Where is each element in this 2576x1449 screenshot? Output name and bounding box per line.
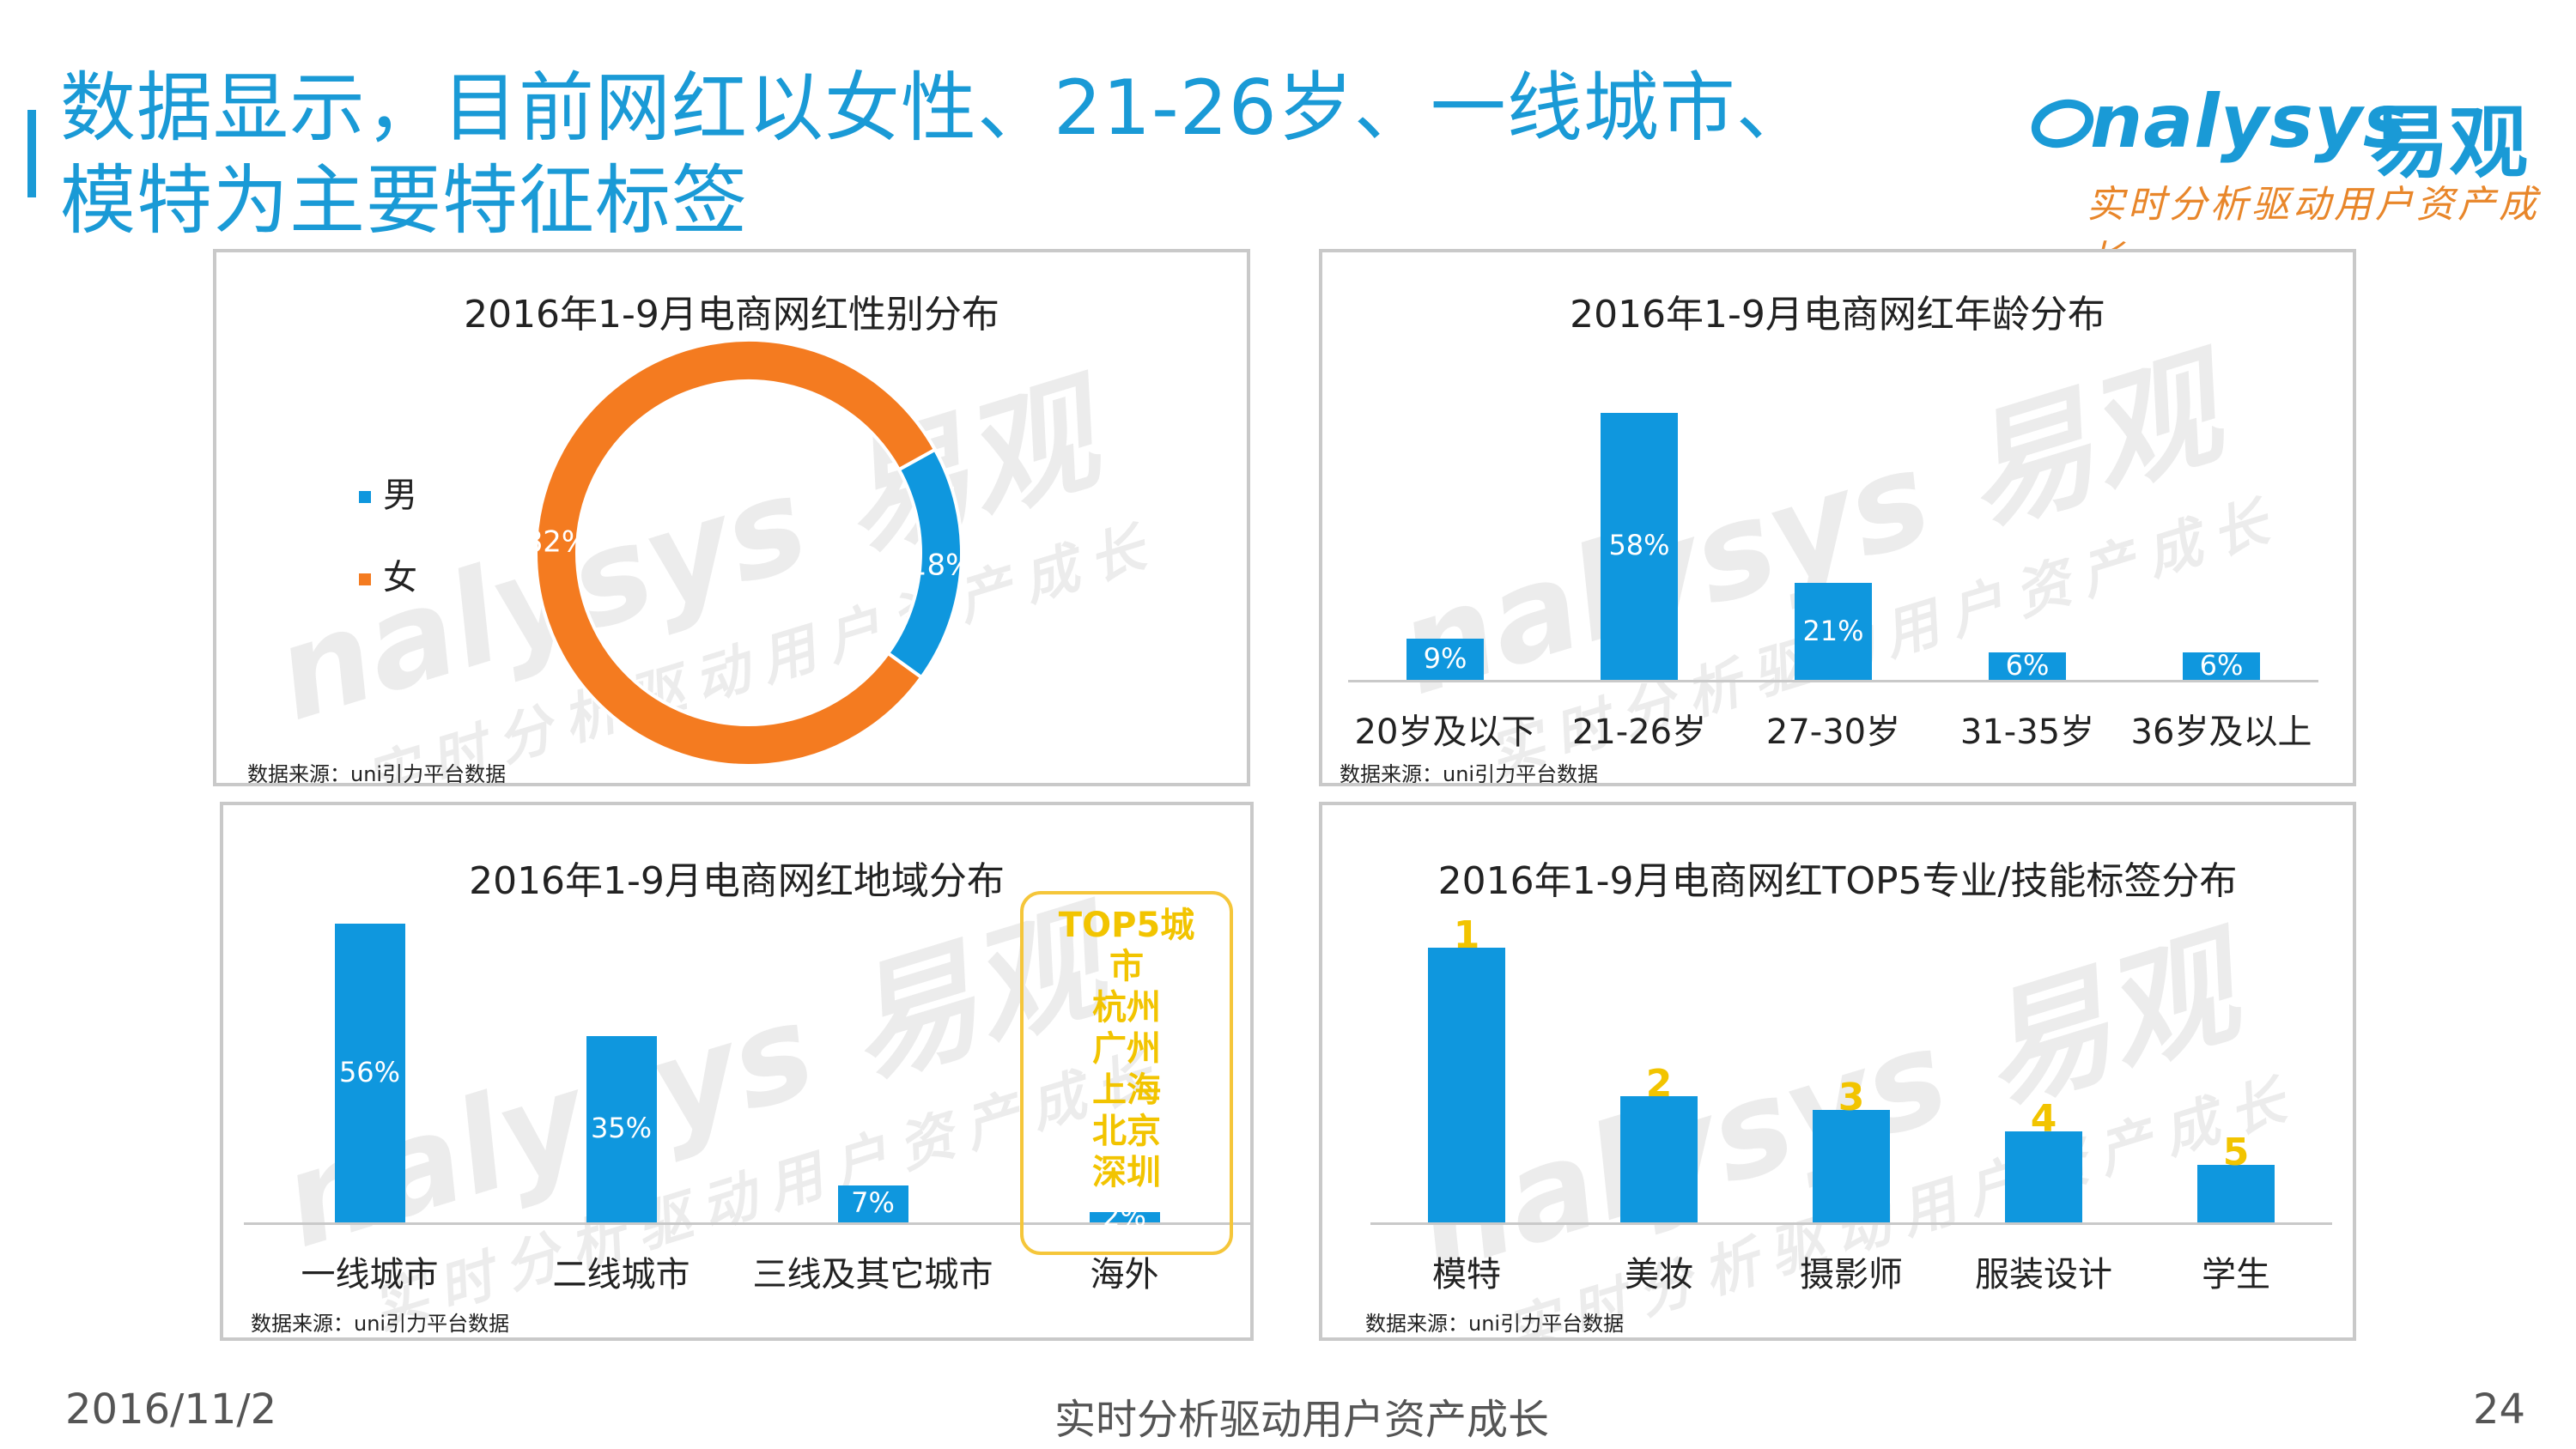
- category-label: 27-30岁: [1765, 712, 1901, 752]
- data-source: 数据来源：uni引力平台数据: [247, 762, 507, 786]
- footer-slogan: 实时分析驱动用户资产成长: [1054, 1396, 1550, 1444]
- donut-slice-label: 18%: [908, 548, 974, 582]
- callout-line: 上海: [1092, 1070, 1161, 1110]
- category-label: 海外: [1090, 1255, 1159, 1294]
- title-accent-bar: [27, 110, 36, 197]
- bar: [837, 1185, 908, 1222]
- gender-chart-panel: nalysys 易观 实时分析驱动用户资产成长 2016年1-9月电商网红性别分布…: [213, 249, 1250, 786]
- logo-word: nalysys: [2090, 79, 2409, 165]
- category-label: 摄影师: [1800, 1255, 1903, 1294]
- legend-item-male: 男: [359, 467, 417, 517]
- bar: [1989, 652, 2066, 680]
- age-chart-panel: nalysys 易观 实时分析驱动用户资产成长 2016年1-9月电商网红年龄分布…: [1319, 249, 2356, 786]
- rank-label: 4: [2030, 1097, 2057, 1142]
- logo-swoosh-icon: [2031, 99, 2094, 149]
- bar: [1428, 948, 1505, 1222]
- data-source: 数据来源：uni引力平台数据: [1340, 762, 1599, 786]
- gender-donut-chart: 18% 82%: [525, 338, 974, 767]
- category-label: 模特: [1432, 1255, 1501, 1294]
- category-label: 二线城市: [552, 1255, 690, 1294]
- callout-line: 深圳: [1092, 1153, 1161, 1192]
- chart-title: 2016年1-9月电商网红TOP5专业/技能标签分布: [1437, 859, 2238, 903]
- bar: [1089, 1211, 1160, 1222]
- data-source: 数据来源：uni引力平台数据: [251, 1312, 510, 1336]
- bar: [2005, 1131, 2082, 1222]
- bar-value-label: 2%: [1103, 1199, 1146, 1233]
- callout-line: TOP5城: [1058, 906, 1195, 945]
- callout-line: 广州: [1092, 1029, 1161, 1069]
- bar: [2197, 1164, 2275, 1222]
- category-label: 三线及其它城市: [752, 1255, 993, 1294]
- bar-value-label: 9%: [1423, 641, 1467, 675]
- legend-item-female: 女: [359, 549, 417, 599]
- bar-value-label: 7%: [851, 1186, 895, 1220]
- analysys-logo: nalysys 易观 实时分析驱动用户资产成长: [2026, 79, 2542, 282]
- rank-label: 5: [2222, 1130, 2250, 1174]
- bar-value-label: 6%: [2005, 648, 2050, 682]
- x-axis-line: [1370, 1222, 2332, 1225]
- category-label: 学生: [2202, 1255, 2270, 1294]
- chart-title: 2016年1-9月电商网红年龄分布: [1570, 293, 2105, 336]
- bar: [1620, 1095, 1698, 1222]
- region-chart-panel: nalysys 易观 实时分析驱动用户资产成长 2016年1-9月电商网红地域分布…: [220, 802, 1254, 1341]
- bar: [334, 924, 405, 1222]
- rank-label: 1: [1453, 913, 1480, 957]
- category-label: 服装设计: [1975, 1255, 2112, 1294]
- category-label: 31-35岁: [1959, 712, 2095, 752]
- logo-chinese: 易观: [2370, 97, 2529, 189]
- bar-value-label: 35%: [590, 1112, 653, 1145]
- logo-tagline: 实时分析驱动用户资产成长: [2087, 183, 2540, 282]
- callout-line: 市: [1109, 947, 1144, 986]
- bar-value-label: 6%: [2199, 648, 2244, 682]
- rank-label: 2: [1645, 1061, 1673, 1106]
- bar: [1795, 583, 1872, 680]
- page-title-line2: 模特为主要特征标签: [60, 156, 749, 245]
- category-label: 21-26岁: [1571, 712, 1707, 752]
- bar-value-label: 58%: [1608, 529, 1670, 562]
- category-label: 36岁及以上: [2130, 712, 2312, 752]
- legend-swatch: [359, 573, 371, 585]
- page-title-line1: 数据显示，目前网红以女性、21-26岁、一线城市、: [60, 64, 1813, 152]
- bar: [1406, 638, 1484, 680]
- bar-value-label: 56%: [338, 1056, 401, 1088]
- category-label: 美妆: [1625, 1255, 1693, 1294]
- rank-label: 3: [1838, 1075, 1865, 1119]
- category-label: 一线城市: [301, 1255, 439, 1294]
- x-axis-line: [244, 1222, 1250, 1225]
- bar-value-label: 21%: [1802, 614, 1864, 647]
- donut-slice-female: [534, 338, 938, 767]
- footer-date: 2016/11/2: [65, 1385, 277, 1434]
- callout-line: 北京: [1092, 1112, 1161, 1151]
- bar: [1601, 412, 1678, 680]
- chart-title: 2016年1-9月电商网红性别分布: [464, 293, 999, 336]
- legend-swatch: [359, 491, 371, 503]
- callout-line: 杭州: [1092, 988, 1161, 1028]
- chart-title: 2016年1-9月电商网红地域分布: [469, 859, 1005, 903]
- x-axis-line: [1348, 680, 2318, 682]
- data-source: 数据来源：uni引力平台数据: [1365, 1312, 1625, 1336]
- donut-slice-label: 82%: [525, 525, 590, 560]
- page-number: 24: [2473, 1385, 2526, 1434]
- category-label: 20岁及以下: [1354, 712, 1536, 752]
- bar: [2183, 652, 2260, 680]
- bar: [1813, 1109, 1890, 1222]
- page-title: 数据显示，目前网红以女性、21-26岁、一线城市、 模特为主要特征标签: [60, 62, 1949, 247]
- skill-chart-panel: nalysys 易观 实时分析驱动用户资产成长 2016年1-9月电商网红TOP5…: [1319, 802, 2356, 1341]
- bar: [586, 1035, 657, 1222]
- top5-cities-callout: TOP5城市杭州 广州 上海 北京 深圳: [1020, 891, 1233, 1255]
